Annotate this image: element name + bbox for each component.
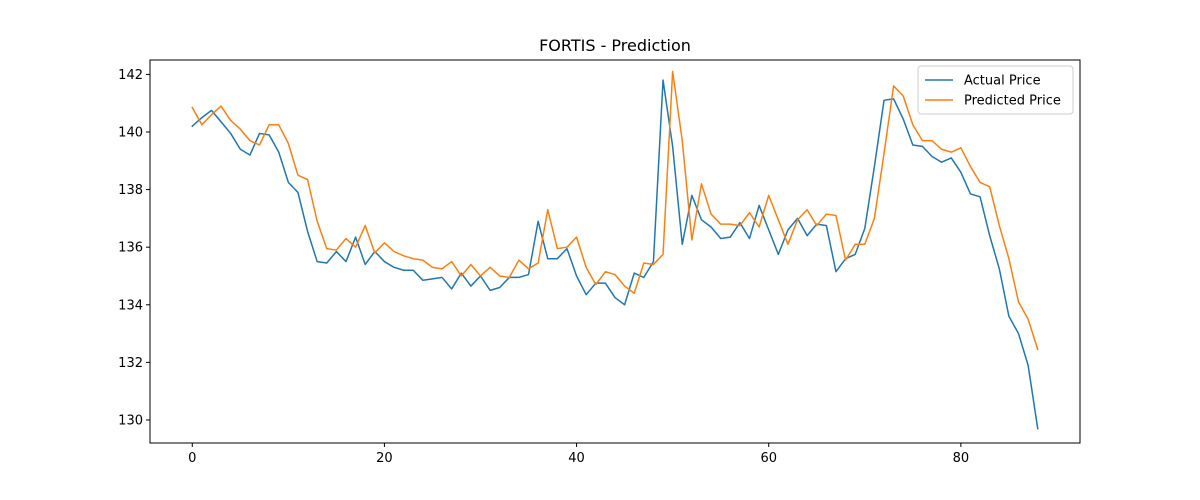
series-layer bbox=[191, 70, 1039, 430]
legend-label: Actual Price bbox=[964, 74, 1041, 89]
y-tick-label: 140 bbox=[118, 125, 143, 140]
y-tick-label: 136 bbox=[118, 241, 143, 256]
y-tick-label: 138 bbox=[118, 183, 143, 198]
y-axis: 130 132 134 136 138 140 142 bbox=[118, 68, 150, 428]
plot-area bbox=[150, 60, 1080, 443]
x-tick-label: 0 bbox=[188, 451, 196, 466]
x-axis: 0 20 40 60 80 bbox=[188, 443, 969, 466]
axes-background bbox=[150, 60, 1080, 443]
y-tick-label: 130 bbox=[118, 413, 143, 428]
legend: Actual Price Predicted Price bbox=[917, 65, 1074, 115]
series-line-predicted-price bbox=[191, 70, 1039, 351]
y-tick-label: 142 bbox=[118, 68, 143, 83]
legend-box bbox=[917, 65, 1074, 115]
series-line-actual-price bbox=[191, 79, 1039, 430]
x-tick-label: 20 bbox=[376, 451, 393, 466]
x-tick-label: 60 bbox=[760, 451, 777, 466]
y-tick-label: 134 bbox=[118, 298, 143, 313]
legend-label: Predicted Price bbox=[964, 94, 1061, 109]
x-tick-label: 80 bbox=[953, 451, 970, 466]
axes-frame bbox=[149, 59, 1081, 444]
chart-title: FORTIS - Prediction bbox=[539, 36, 691, 55]
x-tick-label: 40 bbox=[568, 451, 585, 466]
y-tick-label: 132 bbox=[118, 356, 143, 371]
